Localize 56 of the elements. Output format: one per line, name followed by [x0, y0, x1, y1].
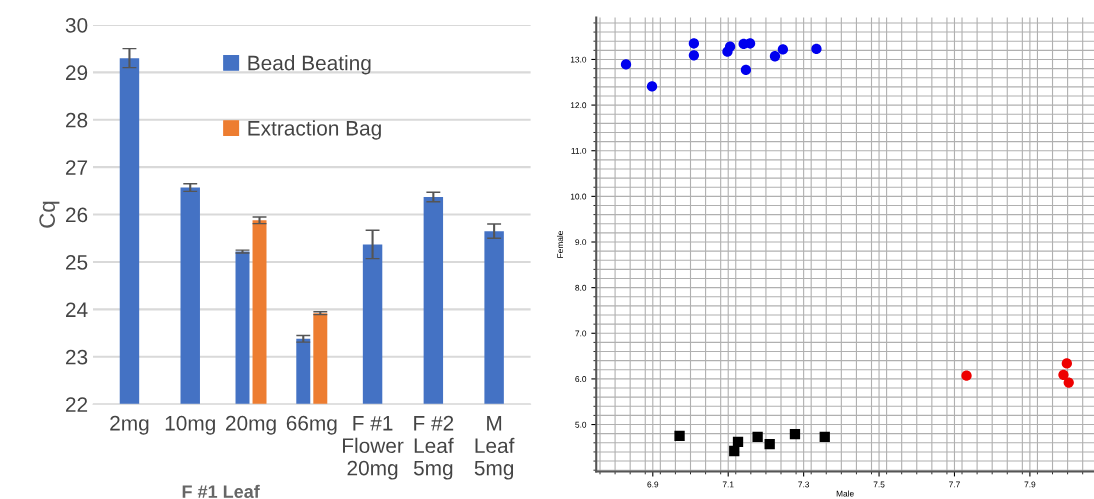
point: [777, 44, 789, 55]
y-tick-label: 6.0: [575, 376, 587, 383]
legend-label: Extraction Bag: [248, 120, 381, 140]
point: [961, 370, 972, 381]
point: [740, 64, 752, 76]
x-tick-label: F #1 Flower 20mg: [343, 416, 404, 480]
point: [674, 430, 685, 442]
y-tick-label: 30: [65, 17, 88, 33]
y-tick-label: 9.0: [575, 239, 587, 246]
point: [688, 38, 700, 49]
y-tick-label: 8.0: [575, 284, 587, 291]
point: [752, 431, 763, 443]
point: [789, 428, 801, 440]
y-tick-label: 13.0: [570, 56, 587, 63]
point: [1063, 377, 1074, 388]
x-tick-label: 7.3: [798, 481, 810, 488]
x-tick-label: 7.1: [722, 481, 734, 488]
point: [819, 431, 830, 443]
point: [769, 51, 781, 62]
y-tick-label: 10.0: [570, 193, 587, 200]
point: [620, 59, 632, 70]
y-tick-label: 25: [66, 254, 88, 270]
x-tick-label: 7.9: [1024, 481, 1036, 488]
x-tick-label: 10mg: [165, 415, 215, 435]
point: [732, 436, 744, 448]
x-tick-label: 66mg: [286, 415, 337, 435]
x-tick-label: 6.9: [647, 481, 659, 488]
y-tick-label: 12.0: [570, 102, 587, 109]
y-tick-label: 29: [66, 65, 88, 81]
y-tick-label: 26: [66, 207, 88, 223]
x-tick-label: 7.5: [873, 481, 885, 488]
y-tick-label: 28: [66, 112, 88, 128]
x-tick-label: M Leaf 5mg: [474, 416, 515, 480]
x-tick-label: 2mg: [110, 415, 149, 435]
text: F #1 Leaf: [182, 484, 260, 499]
point: [688, 50, 700, 61]
x-tick-label: F #2 Leaf 5mg: [413, 415, 454, 480]
x-tick-label: 20mg: [226, 415, 276, 435]
x-tick-label: 7.7: [949, 481, 960, 488]
y-tick-label: 23: [66, 349, 88, 365]
y-tick-label: 27: [66, 160, 88, 175]
y-tick-label: 7.0: [575, 330, 587, 337]
point: [811, 43, 822, 55]
legend-label: Bead Beating: [248, 55, 371, 75]
point: [1058, 369, 1069, 380]
y-axis-title: Cq: [39, 201, 60, 228]
y-tick-label: 22: [66, 397, 88, 412]
point: [646, 81, 658, 92]
point: [1061, 358, 1072, 369]
x-axis-title: Male: [836, 490, 854, 497]
y-tick-label: 5.0: [575, 421, 587, 428]
point: [764, 439, 775, 450]
y-tick-label: 11.0: [571, 147, 587, 154]
y-tick-label: 24: [66, 302, 88, 317]
point: [724, 41, 736, 52]
y-axis-title: Female: [556, 230, 564, 258]
